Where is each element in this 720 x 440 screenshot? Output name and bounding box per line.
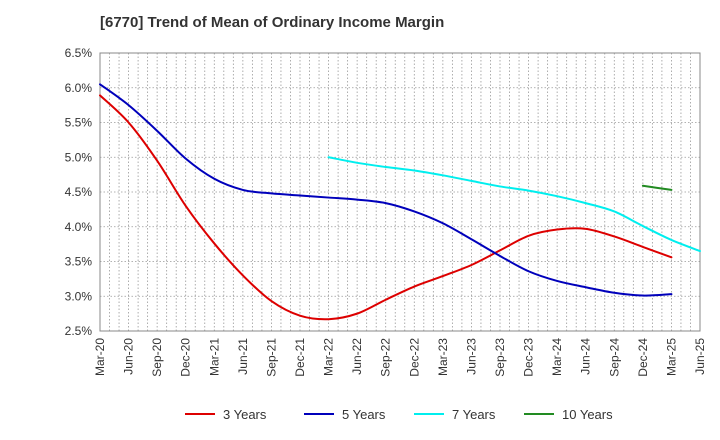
y-tick-label: 5.0% bbox=[65, 150, 93, 164]
x-tick-label: Jun-22 bbox=[350, 338, 364, 375]
y-tick-label: 3.5% bbox=[65, 255, 93, 269]
plot-frame bbox=[99, 52, 701, 332]
x-tick-label: Mar-23 bbox=[436, 338, 450, 376]
x-tick-label: Mar-24 bbox=[550, 338, 564, 376]
x-axis: Mar-20 Jun-20 Sep-20 Dec-20 Mar-21 Jun-21 Sep-… bbox=[93, 338, 707, 377]
chart-title: [6770] Trend of Mean of Ordinary Income … bbox=[100, 14, 445, 31]
series-line-7-years bbox=[327, 156, 701, 253]
y-axis: 6.5% 6.0% 5.5% 5.0% 4.5% 4.0% 3.5% 3.0% 2.5% bbox=[65, 46, 93, 338]
x-tick-label: Sep-24 bbox=[607, 338, 621, 377]
series-line-10-years bbox=[641, 184, 673, 191]
series-line-3-years bbox=[99, 94, 673, 321]
x-tick-label: Dec-23 bbox=[522, 338, 536, 377]
y-tick-label: 5.5% bbox=[65, 116, 93, 130]
legend-label-3-years: 3 Years bbox=[223, 407, 267, 422]
y-tick-label: 4.0% bbox=[65, 220, 93, 234]
x-tick-label: Mar-20 bbox=[93, 338, 107, 376]
y-tick-label: 6.0% bbox=[65, 81, 93, 95]
y-tick-label: 4.5% bbox=[65, 185, 93, 199]
y-tick-label: 6.5% bbox=[65, 46, 93, 60]
x-tick-label: Jun-20 bbox=[122, 338, 136, 375]
series-line-5-years bbox=[99, 83, 673, 297]
y-tick-label: 3.0% bbox=[65, 289, 93, 303]
legend: 3 Years 5 Years 7 Years 10 Years bbox=[185, 407, 613, 422]
x-tick-label: Mar-25 bbox=[664, 338, 678, 376]
x-tick-label: Mar-21 bbox=[207, 338, 221, 376]
plot-area bbox=[99, 83, 701, 321]
x-tick-label: Mar-22 bbox=[322, 338, 336, 376]
x-tick-label: Dec-22 bbox=[407, 338, 421, 377]
x-tick-label: Sep-21 bbox=[264, 338, 278, 377]
x-tick-label: Dec-21 bbox=[293, 338, 307, 377]
legend-label-10-years: 10 Years bbox=[562, 407, 613, 422]
x-tick-label: Dec-24 bbox=[636, 338, 650, 377]
x-tick-label: Sep-20 bbox=[150, 338, 164, 377]
legend-label-5-years: 5 Years bbox=[342, 407, 386, 422]
x-tick-label: Sep-23 bbox=[493, 338, 507, 377]
x-tick-label: Jun-23 bbox=[464, 338, 478, 375]
x-tick-label: Jun-25 bbox=[693, 338, 707, 375]
x-tick-label: Jun-21 bbox=[236, 338, 250, 375]
legend-label-7-years: 7 Years bbox=[452, 407, 496, 422]
x-tick-label: Jun-24 bbox=[579, 338, 593, 375]
y-tick-label: 2.5% bbox=[65, 324, 93, 338]
x-tick-label: Dec-20 bbox=[179, 338, 193, 377]
x-tick-label: Sep-22 bbox=[379, 338, 393, 377]
grid bbox=[99, 52, 701, 332]
